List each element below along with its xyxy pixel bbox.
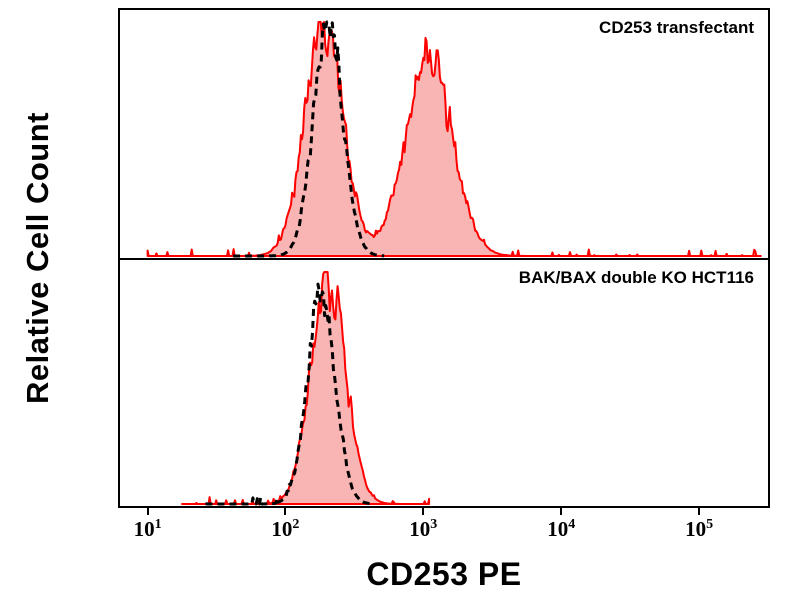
x-tick-mark: [422, 508, 425, 515]
x-axis-ticks: 101 102 103 104 105: [120, 508, 768, 554]
control-histogram-curve: [205, 282, 371, 506]
x-tick-label: 104: [547, 517, 576, 541]
panel-bottom: BAK/BAX double KO HCT116: [120, 258, 768, 506]
x-tick-mark: [146, 508, 149, 515]
control-histogram-curve: [232, 20, 385, 258]
histogram-canvas-top: [146, 20, 762, 258]
x-tick-mark: [284, 508, 287, 515]
x-tick-mark: [560, 508, 563, 515]
panel-bottom-label: BAK/BAX double KO HCT116: [518, 268, 754, 287]
x-tick-label: 105: [685, 517, 714, 541]
histogram-canvas-bottom: [181, 271, 431, 506]
x-tick-mark: [698, 508, 701, 515]
plot-area: CD253 transfectant BAK/BAX double KO HCT…: [118, 8, 770, 508]
x-tick-label: 103: [409, 517, 438, 541]
stained-histogram-curve: [146, 21, 762, 257]
panel-top-label: CD253 transfectant: [599, 18, 754, 37]
x-axis-title: CD253 PE: [366, 556, 522, 592]
y-axis-label: Relative Cell Count: [20, 112, 55, 404]
panel-top: CD253 transfectant: [120, 10, 768, 258]
x-tick-label: 101: [133, 517, 162, 541]
x-tick-label: 102: [271, 517, 300, 541]
